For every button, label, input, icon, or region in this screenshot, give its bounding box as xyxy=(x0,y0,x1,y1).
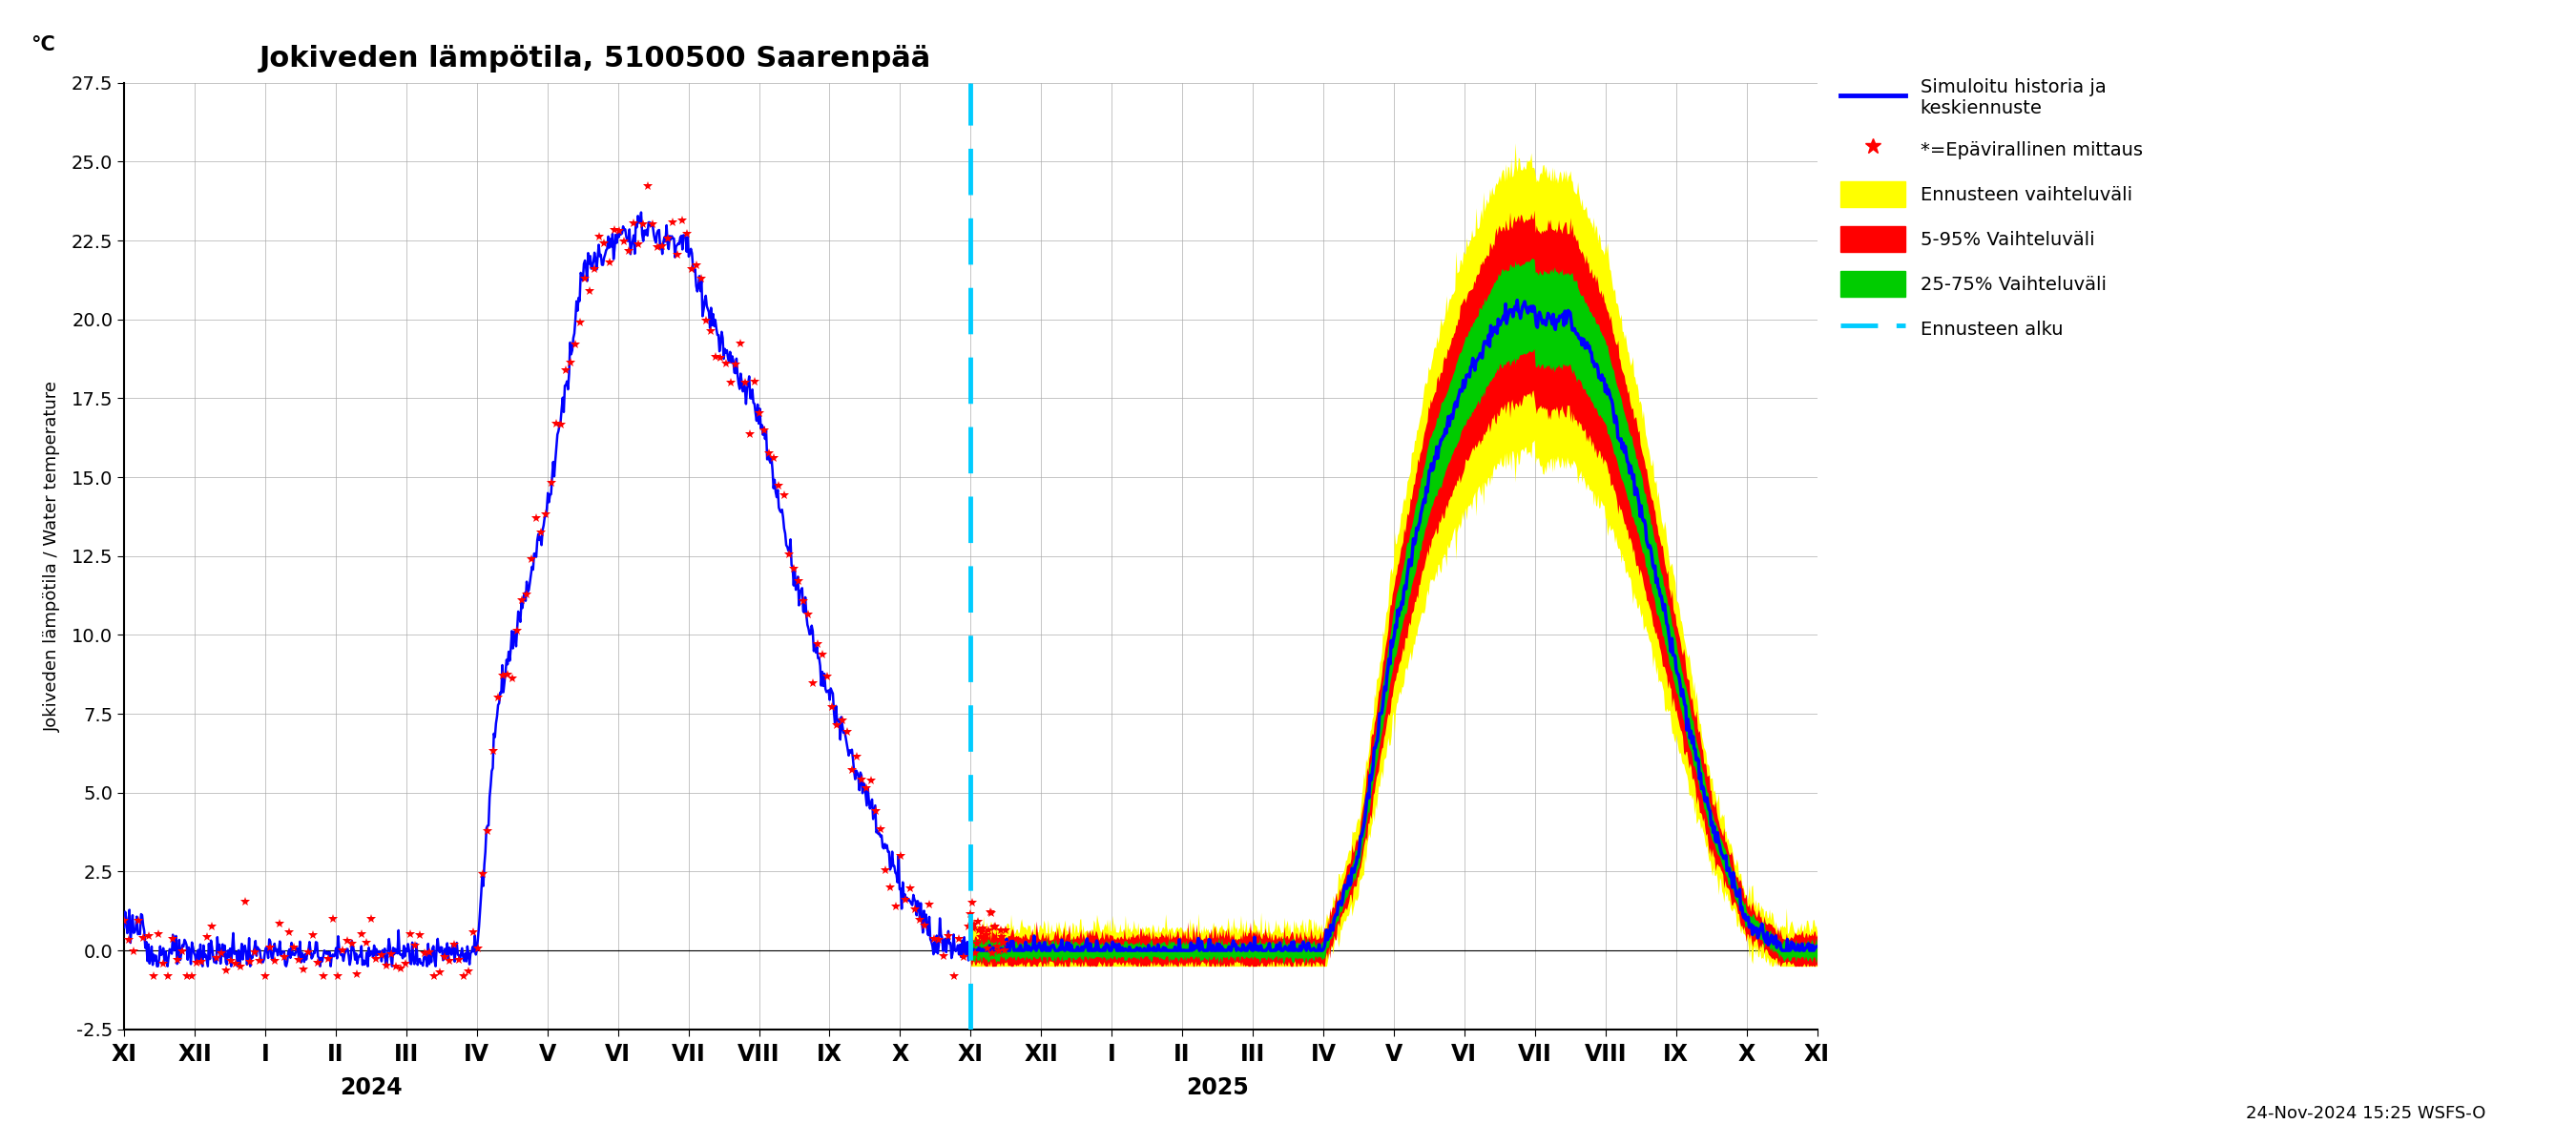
Y-axis label: Jokiveden lämpötila / Water temperature: Jokiveden lämpötila / Water temperature xyxy=(44,380,62,732)
Text: 24-Nov-2024 15:25 WSFS-O: 24-Nov-2024 15:25 WSFS-O xyxy=(2246,1105,2486,1122)
Text: 2024: 2024 xyxy=(340,1076,402,1099)
Text: °C: °C xyxy=(31,35,57,54)
Text: 2025: 2025 xyxy=(1185,1076,1249,1099)
Text: Jokiveden lämpötila, 5100500 Saarenpää: Jokiveden lämpötila, 5100500 Saarenpää xyxy=(260,45,933,72)
Legend: Simuloitu historia ja
keskiennuste, *=Epävirallinen mittaus, Ennusteen vaihteluv: Simuloitu historia ja keskiennuste, *=Ep… xyxy=(1834,73,2148,347)
